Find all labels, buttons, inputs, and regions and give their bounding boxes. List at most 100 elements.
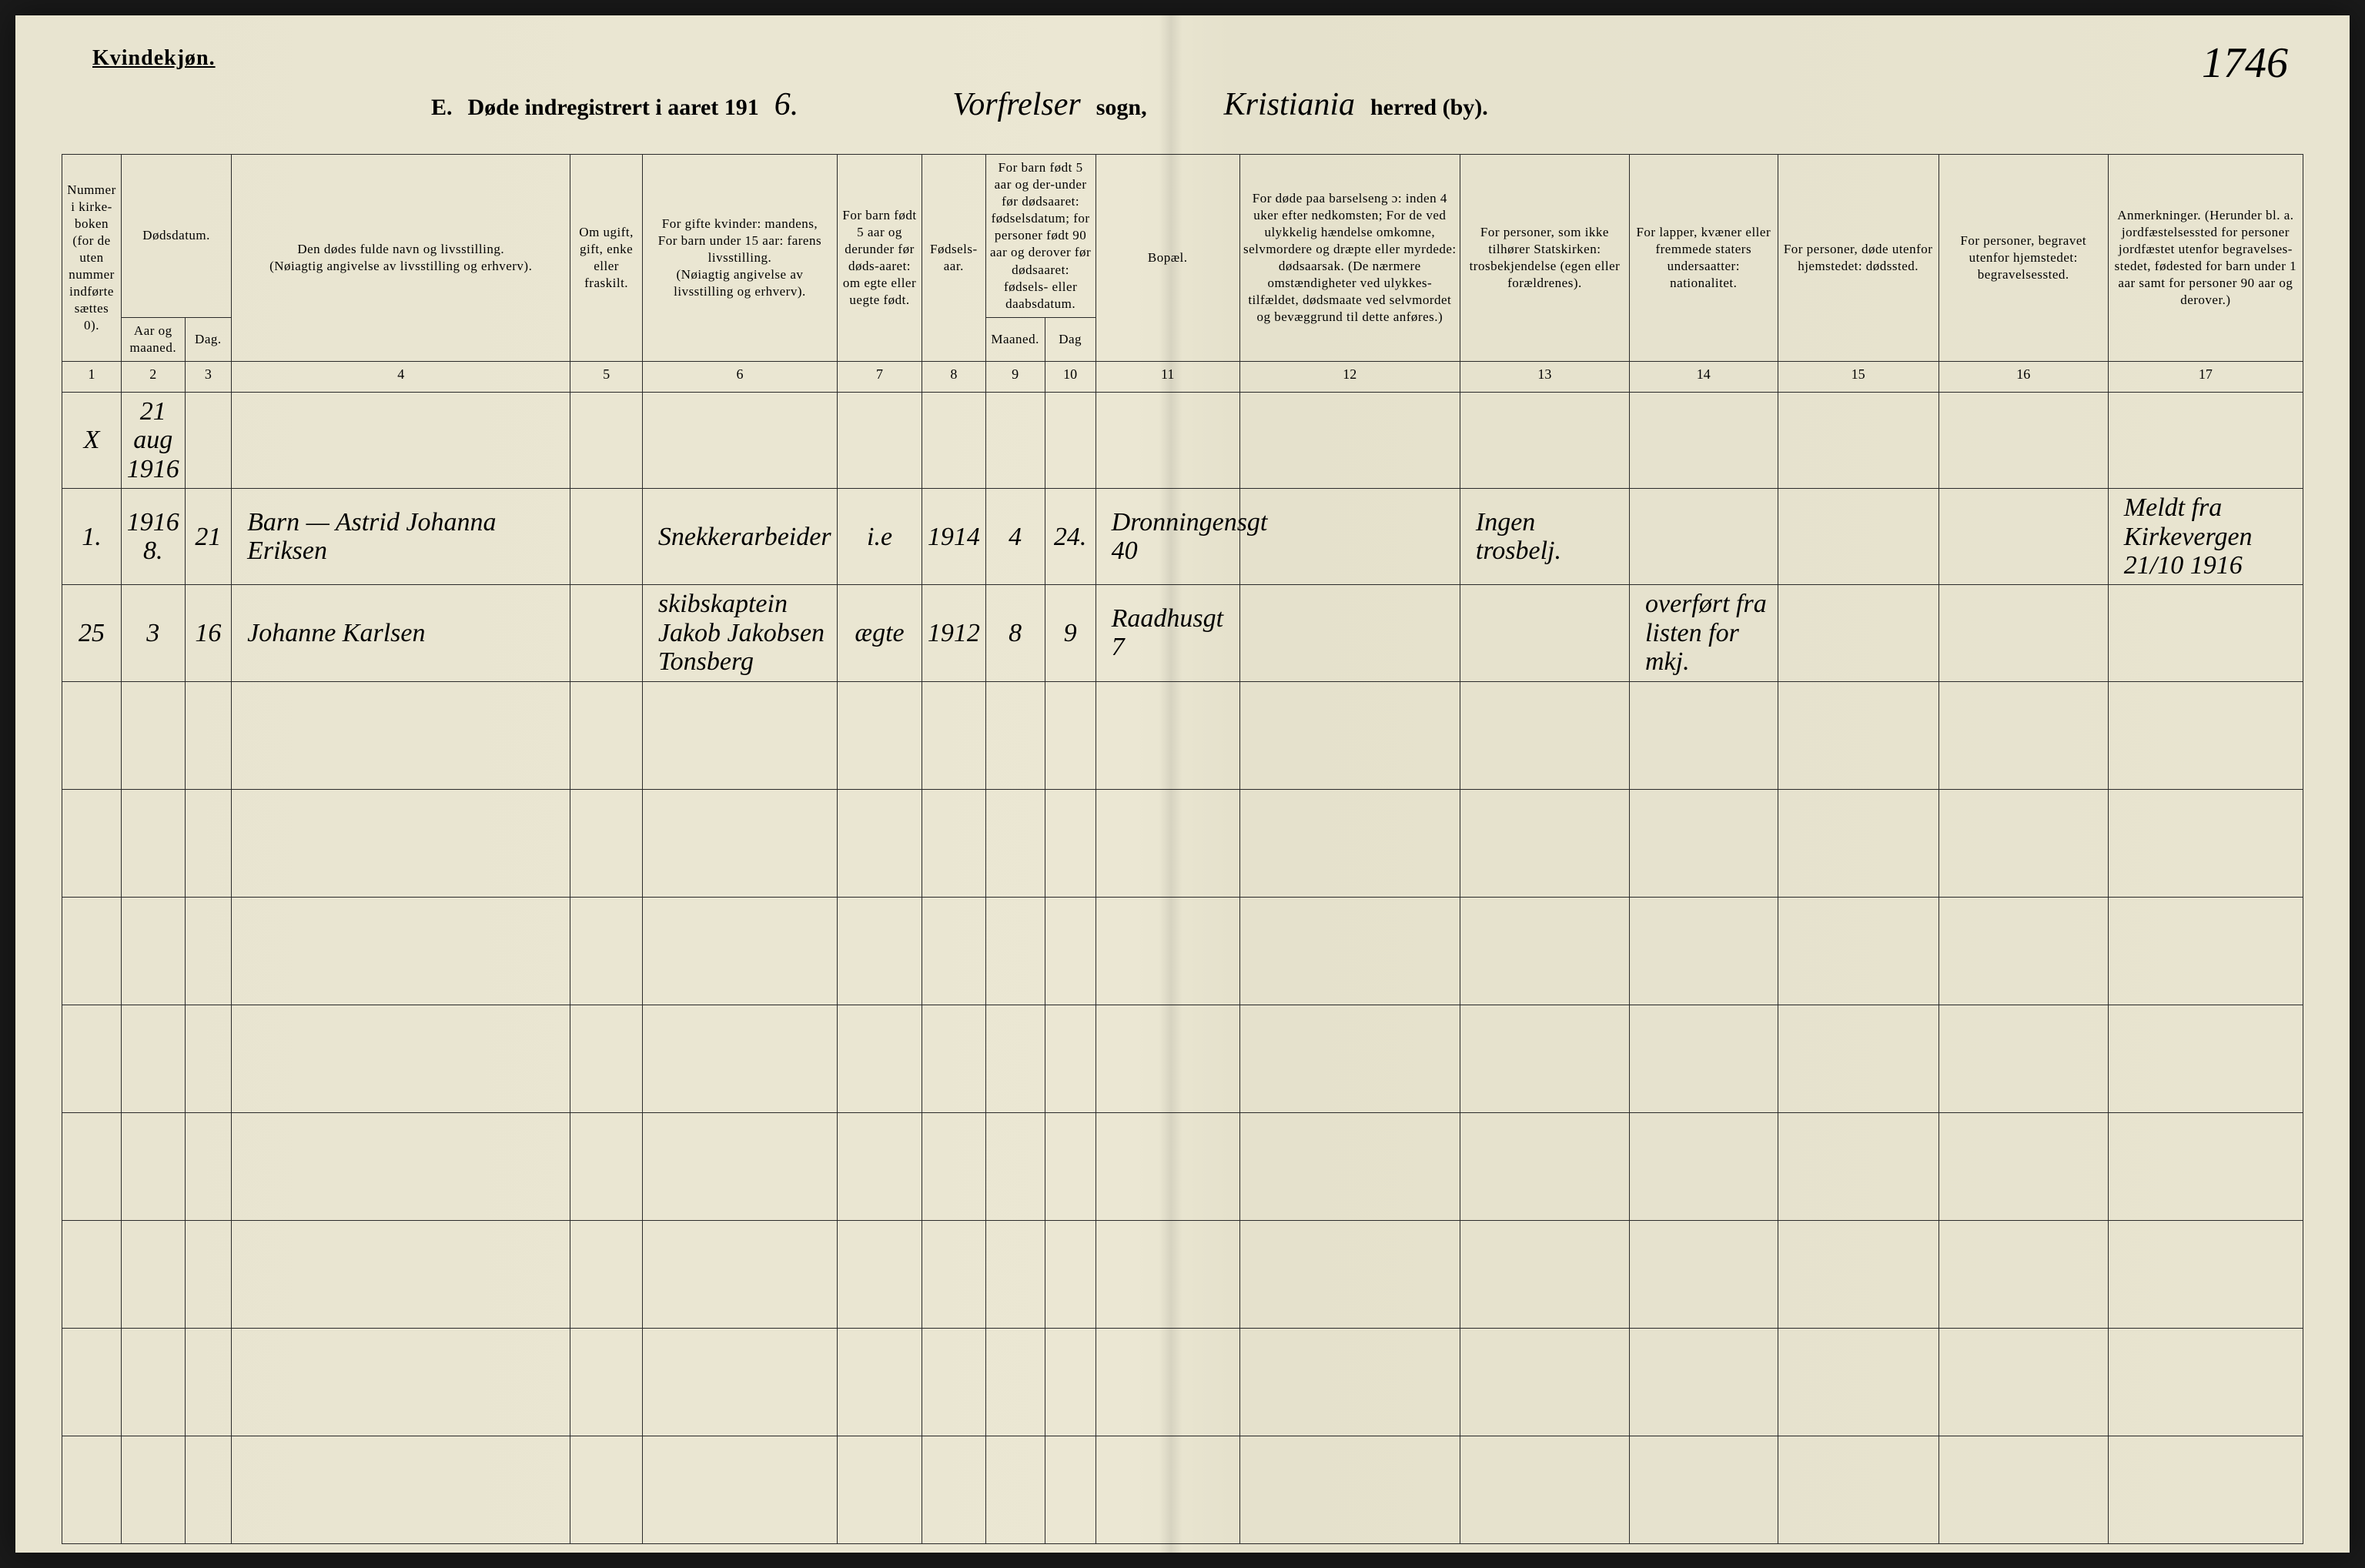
column-number-row: 1 2 3 4 5 6 7 8 9 10 11 12 13 14 15 16 1… bbox=[62, 362, 2303, 393]
cell-blank bbox=[1778, 1436, 1938, 1543]
colnum: 12 bbox=[1239, 362, 1460, 393]
cell-blank bbox=[570, 681, 643, 789]
cell-blank bbox=[2108, 789, 2303, 897]
table-row-blank bbox=[62, 681, 2303, 789]
cell-burial_place bbox=[1938, 393, 2108, 489]
cell-blank bbox=[1045, 789, 1096, 897]
table-row-blank bbox=[62, 1436, 2303, 1543]
cell-blank bbox=[2108, 1220, 2303, 1328]
cell-blank bbox=[1045, 1112, 1096, 1220]
cell-nationality bbox=[1629, 393, 1778, 489]
cell-remarks: Meldt fra Kirkevergen 21/10 1916 bbox=[2108, 489, 2303, 585]
cell-blank bbox=[1778, 681, 1938, 789]
cell-blank bbox=[570, 1005, 643, 1112]
col-3-sub: Dag. bbox=[185, 317, 232, 361]
cell-blank bbox=[838, 1436, 922, 1543]
cell-blank bbox=[985, 1328, 1045, 1436]
cell-death_place bbox=[1778, 585, 1938, 681]
cell-blank bbox=[1239, 681, 1460, 789]
cell-blank bbox=[922, 1328, 986, 1436]
cell-birth_day: 9 bbox=[1045, 585, 1096, 681]
cell-day bbox=[185, 393, 232, 489]
cell-faith bbox=[1460, 585, 1629, 681]
cell-blank bbox=[122, 789, 186, 897]
cell-blank bbox=[1778, 1005, 1938, 1112]
cell-birth_month bbox=[985, 393, 1045, 489]
colnum: 2 bbox=[122, 362, 186, 393]
col-4-header: Den dødes fulde navn og livsstilling. (N… bbox=[232, 155, 570, 362]
title-line: E. Døde indregistrert i aaret 191 6. Vor… bbox=[62, 86, 2303, 123]
cell-blank bbox=[122, 1220, 186, 1328]
cell-blank bbox=[1778, 1220, 1938, 1328]
district-label: herred (by). bbox=[1370, 95, 1488, 121]
cell-blank bbox=[122, 1005, 186, 1112]
cell-blank bbox=[185, 1112, 232, 1220]
cell-blank bbox=[642, 1005, 837, 1112]
cell-legit: ægte bbox=[838, 585, 922, 681]
cell-blank bbox=[122, 1112, 186, 1220]
col-13-header: For personer, som ikke tilhører Statskir… bbox=[1460, 155, 1629, 362]
cell-blank bbox=[570, 1328, 643, 1436]
table-row: 1.1916 8.21Barn — Astrid Johanna Eriksen… bbox=[62, 489, 2303, 585]
cell-blank bbox=[232, 1328, 570, 1436]
col-12-header: For døde paa barselseng ɔ: inden 4 uker … bbox=[1239, 155, 1460, 362]
cell-blank bbox=[838, 1005, 922, 1112]
cell-year_month: 21 aug 1916 bbox=[122, 393, 186, 489]
cell-blank bbox=[1460, 1328, 1629, 1436]
cell-blank bbox=[1938, 1005, 2108, 1112]
cell-legit: i.e bbox=[838, 489, 922, 585]
cell-blank bbox=[570, 1436, 643, 1543]
cell-blank bbox=[1629, 1220, 1778, 1328]
cell-blank bbox=[122, 681, 186, 789]
col-7-header: For barn født 5 aar og derunder før døds… bbox=[838, 155, 922, 362]
table-body: X21 aug 19161.1916 8.21Barn — Astrid Joh… bbox=[62, 393, 2303, 1544]
cell-status bbox=[570, 585, 643, 681]
cell-blank bbox=[838, 1328, 922, 1436]
gender-heading: Kvindekjøn. bbox=[92, 46, 216, 71]
cell-blank bbox=[985, 897, 1045, 1005]
cell-blank bbox=[642, 1112, 837, 1220]
cell-name bbox=[232, 393, 570, 489]
table-header: Nummer i kirke-boken (for de uten nummer… bbox=[62, 155, 2303, 393]
cell-blank bbox=[1460, 681, 1629, 789]
cell-death_place bbox=[1778, 393, 1938, 489]
cell-cause bbox=[1239, 393, 1460, 489]
cell-blank bbox=[1460, 1220, 1629, 1328]
cell-birth_year bbox=[922, 393, 986, 489]
cell-legit bbox=[838, 393, 922, 489]
cell-blank bbox=[985, 1220, 1045, 1328]
cell-blank bbox=[985, 1436, 1045, 1543]
table-row-blank bbox=[62, 1220, 2303, 1328]
cell-blank bbox=[1629, 1005, 1778, 1112]
cell-cause bbox=[1239, 585, 1460, 681]
colnum: 11 bbox=[1096, 362, 1239, 393]
cell-blank bbox=[1629, 1436, 1778, 1543]
cell-blank bbox=[1045, 1220, 1096, 1328]
cell-blank bbox=[1096, 1220, 1239, 1328]
cell-blank bbox=[922, 897, 986, 1005]
colnum: 5 bbox=[570, 362, 643, 393]
table-row-blank bbox=[62, 1112, 2303, 1220]
cell-blank bbox=[1460, 1112, 1629, 1220]
cell-status bbox=[570, 393, 643, 489]
cell-blank bbox=[122, 897, 186, 1005]
cell-blank bbox=[985, 1112, 1045, 1220]
parish-name: Vorfrelser bbox=[952, 86, 1080, 123]
cell-blank bbox=[922, 1112, 986, 1220]
cell-occupation: skibskaptein Jakob Jakobsen Tonsberg bbox=[642, 585, 837, 681]
col-17-header: Anmerkninger. (Herunder bl. a. jordfæste… bbox=[2108, 155, 2303, 362]
cell-blank bbox=[2108, 681, 2303, 789]
cell-day: 21 bbox=[185, 489, 232, 585]
cell-blank bbox=[1239, 1005, 1460, 1112]
cell-num: X bbox=[62, 393, 122, 489]
cell-blank bbox=[1096, 1328, 1239, 1436]
header-row: Kvindekjøn. bbox=[62, 46, 2303, 71]
cell-blank bbox=[1938, 1112, 2108, 1220]
cell-blank bbox=[642, 1328, 837, 1436]
cell-name: Barn — Astrid Johanna Eriksen bbox=[232, 489, 570, 585]
cell-birth_year: 1914 bbox=[922, 489, 986, 585]
table-row-blank bbox=[62, 897, 2303, 1005]
col-9-sub: Maaned. bbox=[985, 317, 1045, 361]
cell-blank bbox=[922, 1436, 986, 1543]
cell-blank bbox=[985, 789, 1045, 897]
